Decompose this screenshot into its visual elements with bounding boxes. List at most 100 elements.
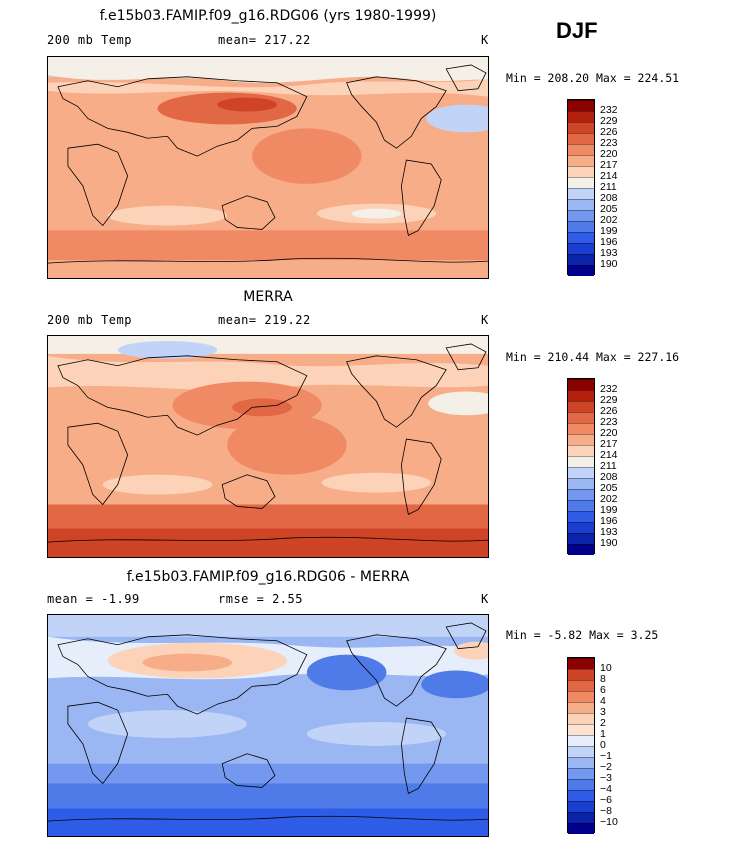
- colorbar-cell: [568, 757, 594, 768]
- colorbar-cell: [568, 434, 594, 445]
- colorbar-cell: [568, 401, 594, 412]
- colorbar-tick-label: 214: [600, 169, 618, 182]
- panel-1-title: f.e15b03.FAMIP.f09_g16.RDG06 (yrs 1980-1…: [99, 8, 437, 24]
- panel-2-mean-label: mean= 219.22: [218, 313, 311, 327]
- panel-2-coast-greenland: [445, 343, 487, 371]
- colorbar-cell: [568, 265, 594, 276]
- panel-3-coastlines: [48, 622, 488, 822]
- panel-2-coast-antarctica: [48, 536, 488, 543]
- colorbar-tick-label: 211: [600, 180, 617, 193]
- colorbar-tick-label: −10: [600, 815, 618, 828]
- colorbar-tick-label: 199: [600, 224, 618, 237]
- colorbar-tick-label: 193: [600, 525, 618, 538]
- colorbar-tick-label: 190: [600, 257, 618, 270]
- colorbar-tick-label: 1: [600, 727, 606, 740]
- panel-3-coast-africa: [67, 701, 129, 785]
- colorbar-cell: [568, 210, 594, 221]
- colorbar-cell: [568, 489, 594, 500]
- panel-2-zone-jet-core: [232, 398, 292, 417]
- panel-2-band-antarctic: [48, 528, 488, 557]
- colorbar-cell: [568, 533, 594, 544]
- colorbar-cell: [568, 779, 594, 790]
- panel-1-coast-antarctica: [48, 257, 488, 264]
- panel-2-coast-north-america: [346, 355, 447, 428]
- colorbar-cell: [568, 221, 594, 232]
- panel-3-coast-north-america: [346, 634, 447, 707]
- colorbar-tick-label: 220: [600, 426, 618, 439]
- panel-2-zone-atlantic-cool: [428, 391, 488, 416]
- panel-1-minmax: Min = 208.20 Max = 224.51: [506, 71, 680, 85]
- colorbar-cell: [568, 199, 594, 210]
- panel-3-colorbar: [567, 657, 595, 834]
- panel-3-zone-natlantic-cool: [421, 670, 488, 699]
- panel-3-coast-south-america: [400, 717, 442, 794]
- colorbar-cell: [568, 544, 594, 555]
- panel-3-coast-antarctica: [48, 815, 488, 822]
- colorbar-tick-label: 214: [600, 448, 618, 461]
- colorbar-tick-label: −2: [600, 760, 612, 773]
- panel-3-band-arctic: [48, 615, 488, 637]
- panel-2-map: [47, 335, 489, 558]
- panel-3-coast-australia: [221, 753, 276, 788]
- colorbar-tick-label: 220: [600, 147, 618, 160]
- panel-2-coast-south-america: [400, 438, 442, 515]
- colorbar-cell: [568, 680, 594, 691]
- panel-3-rmse-label: rmse = 2.55: [218, 592, 303, 606]
- panel-2-band-arctic: [48, 336, 488, 354]
- colorbar-tick-label: 3: [600, 705, 606, 718]
- colorbar-cell: [568, 122, 594, 133]
- panel-3-coast-greenland: [445, 622, 487, 650]
- panel-2-minmax: Min = 210.44 Max = 227.16: [506, 350, 680, 364]
- colorbar-cell: [568, 658, 594, 669]
- colorbar-cell: [568, 144, 594, 155]
- panel-1-coast-africa: [67, 143, 129, 227]
- colorbar-tick-label: 2: [600, 716, 606, 729]
- panel-2-zone-subtropic-pale-2: [321, 472, 432, 493]
- panel-2-colorbar: [567, 378, 595, 555]
- colorbar-cell: [568, 812, 594, 823]
- panel-1-zone-pacific-warm: [252, 128, 362, 184]
- panel-2-zone-arctic-cool: [117, 340, 218, 359]
- colorbar-tick-label: 10: [600, 661, 612, 674]
- colorbar-cell: [568, 735, 594, 746]
- colorbar-cell: [568, 111, 594, 122]
- panel-3-units-label: K: [481, 592, 489, 606]
- panel-2-coast-eurasia: [57, 355, 308, 436]
- colorbar-cell: [568, 801, 594, 812]
- colorbar-cell: [568, 478, 594, 489]
- colorbar-tick-label: 4: [600, 694, 606, 707]
- panel-2-title: MERRA: [243, 289, 293, 305]
- colorbar-tick-label: 223: [600, 136, 618, 149]
- colorbar-cell: [568, 669, 594, 680]
- panel-1-coast-eurasia: [57, 76, 308, 157]
- panel-3-coast-eurasia: [57, 634, 308, 715]
- panel-2-units-label: K: [481, 313, 489, 327]
- panel-1-mean-label: mean= 217.22: [218, 33, 311, 47]
- panel-2-band-southern-ocean: [48, 504, 488, 529]
- season-label: DJF: [556, 18, 598, 43]
- panel-3-zone-epacific-pale: [306, 722, 447, 746]
- colorbar-tick-label: 211: [600, 459, 617, 472]
- colorbar-tick-label: 196: [600, 235, 618, 248]
- panel-1-coast-south-america: [400, 159, 442, 236]
- panel-3-mean-label: mean = -1.99: [47, 592, 140, 606]
- colorbar-tick-label: 196: [600, 514, 618, 527]
- colorbar-tick-label: 232: [600, 103, 618, 116]
- colorbar-cell: [568, 379, 594, 390]
- panel-2-coast-africa: [67, 422, 129, 506]
- colorbar-tick-label: 199: [600, 503, 618, 516]
- colorbar-tick-label: 229: [600, 393, 618, 406]
- colorbar-cell: [568, 702, 594, 713]
- colorbar-cell: [568, 133, 594, 144]
- panel-1-band-antarctic: [48, 260, 488, 278]
- colorbar-tick-label: 208: [600, 470, 618, 483]
- colorbar-tick-label: 226: [600, 125, 618, 138]
- colorbar-tick-label: 190: [600, 536, 618, 549]
- colorbar-cell: [568, 823, 594, 834]
- colorbar-cell: [568, 691, 594, 702]
- colorbar-cell: [568, 500, 594, 511]
- colorbar-cell: [568, 166, 594, 177]
- colorbar-tick-label: −8: [600, 804, 612, 817]
- panel-3-zone-atlantic-warm: [454, 641, 488, 660]
- panel-2-zone-pacific-warm: [227, 415, 347, 475]
